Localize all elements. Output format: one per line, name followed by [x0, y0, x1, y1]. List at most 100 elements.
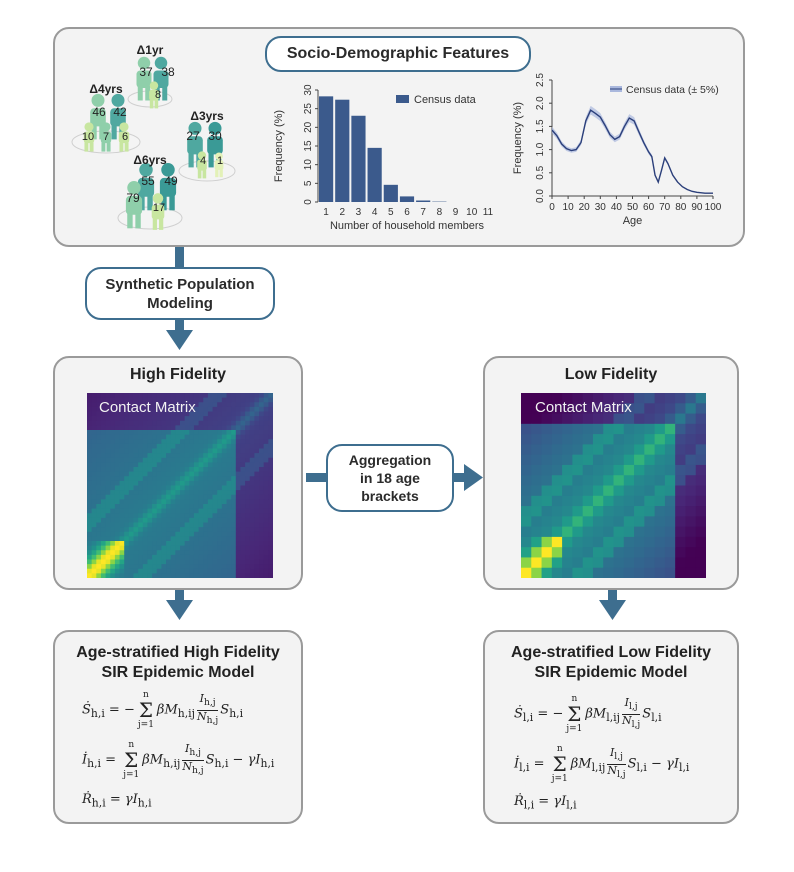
heatmap-cell [189, 494, 195, 500]
heatmap-cell [189, 406, 195, 413]
heatmap-cell [226, 467, 232, 473]
heatmap-cell [110, 522, 116, 528]
heatmap-cell [259, 430, 265, 436]
heatmap-cell [96, 485, 102, 491]
heatmap-cell [142, 490, 149, 496]
heatmap-cell [685, 567, 697, 578]
heatmap-cell [268, 471, 273, 477]
heatmap-cell [231, 568, 237, 574]
heatmap-cell [87, 420, 93, 426]
heatmap-cell [114, 490, 121, 496]
heatmap-cell [161, 434, 167, 440]
heatmap-cell [110, 499, 116, 505]
heatmap-cell [119, 443, 125, 450]
heatmap-cell [161, 545, 167, 551]
heatmap-cell [254, 434, 260, 440]
heatmap-cell [685, 547, 697, 559]
heatmap-cell [184, 448, 190, 454]
heatmap-cell [592, 485, 604, 497]
heatmap-cell [133, 467, 139, 473]
heatmap-cell [249, 406, 255, 413]
heatmap-cell [217, 462, 223, 468]
heatmap-cell [675, 413, 687, 425]
heatmap-cell [180, 462, 186, 468]
heatmap-cell [87, 434, 93, 440]
heatmap-cell [161, 568, 167, 574]
heatmap-cell [142, 453, 149, 459]
heatmap-cell [91, 490, 97, 496]
heatmap-cell [634, 423, 645, 435]
heatmap-cell [634, 536, 645, 548]
heatmap-cell [119, 568, 125, 574]
heatmap-cell [221, 508, 228, 514]
heatmap-cell [156, 517, 162, 524]
heatmap-cell [119, 490, 125, 496]
heatmap-cell [217, 490, 223, 496]
heatmap-cell [147, 434, 153, 440]
heatmap-cell [644, 567, 656, 578]
heatmap-cell [212, 541, 218, 547]
heatmap-cell [105, 499, 111, 505]
heatmap-cell [128, 536, 135, 542]
heatmap-cell [166, 393, 172, 399]
heatmap-cell [235, 406, 242, 413]
heatmap-cell [268, 402, 273, 408]
heatmap-cell [189, 559, 195, 565]
heatmap-cell [685, 444, 697, 456]
heatmap-cell [582, 506, 594, 517]
heatmap-cell [175, 568, 181, 574]
heatmap-cell [235, 531, 242, 537]
heatmap-cell [119, 393, 125, 399]
heatmap-cell [231, 554, 237, 561]
heatmap-cell [166, 564, 172, 570]
heatmap-cell [198, 420, 204, 426]
heatmap-cell [175, 434, 181, 440]
heatmap-cell [184, 480, 190, 487]
heatmap-cell [161, 416, 167, 422]
heatmap-cell [231, 420, 237, 426]
heatmap-cell [110, 554, 116, 561]
heatmap-cell [217, 531, 223, 537]
heatmap-cell [184, 393, 190, 399]
heatmap-cell [235, 480, 242, 487]
heatmap-cell [105, 522, 111, 528]
heatmap-cell [263, 504, 269, 510]
heatmap-cell [249, 434, 255, 440]
heatmap-cell [263, 443, 269, 450]
heatmap-cell [184, 504, 190, 510]
heatmap-cell [592, 567, 604, 578]
heatmap-cell [138, 425, 144, 431]
heatmap-cell [124, 564, 130, 570]
heatmap-cell [105, 517, 111, 524]
heatmap-cell [184, 439, 190, 445]
heatmap-cell [263, 402, 269, 408]
heatmap-cell [226, 393, 232, 399]
heatmap-cell [152, 494, 158, 500]
heatmap-cell [170, 517, 176, 524]
heatmap-cell [175, 564, 181, 570]
heatmap-cell [152, 402, 158, 408]
heatmap-cell [119, 559, 125, 565]
heatmap-cell [128, 554, 135, 561]
x-tick-label: 30 [595, 202, 607, 213]
heatmap-cell [124, 462, 130, 468]
heatmap-cell [685, 526, 697, 538]
heatmap-cell [147, 545, 153, 551]
heatmap-cell [119, 471, 125, 477]
heatmap-cell [675, 567, 687, 578]
heatmap-cell [105, 536, 111, 542]
heatmap-cell [128, 541, 135, 547]
heatmap-cell [91, 573, 97, 578]
heatmap-cell [142, 531, 149, 537]
heatmap-cell [124, 439, 130, 445]
x-tick-label: 80 [675, 202, 687, 213]
heatmap-cell [240, 508, 246, 514]
heatmap-cell [193, 504, 200, 510]
heatmap-cell [161, 406, 167, 413]
heatmap-cell [603, 434, 615, 445]
heatmap-cell [249, 527, 255, 533]
heatmap-cell [147, 499, 153, 505]
heatmap-cell [203, 504, 209, 510]
heatmap-cell [212, 462, 218, 468]
heatmap-cell [603, 547, 615, 559]
